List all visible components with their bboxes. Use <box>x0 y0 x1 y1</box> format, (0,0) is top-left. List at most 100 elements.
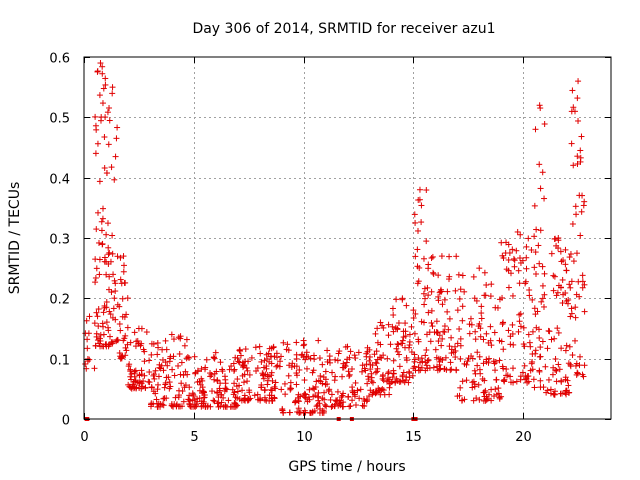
data-point <box>105 324 112 331</box>
data-point <box>190 393 197 400</box>
data-point <box>246 387 253 394</box>
data-point <box>248 354 255 361</box>
data-point <box>519 257 526 264</box>
data-point <box>291 363 298 370</box>
data-point <box>92 274 99 281</box>
data-point <box>371 351 378 358</box>
data-point <box>332 373 339 380</box>
data-point <box>175 334 182 341</box>
data-point <box>183 355 190 362</box>
data-point <box>442 354 449 361</box>
data-point <box>499 319 506 326</box>
data-point <box>517 310 524 317</box>
data-point <box>555 361 562 368</box>
data-point <box>328 391 335 398</box>
data-point <box>94 68 101 75</box>
data-point <box>532 350 539 357</box>
data-point <box>264 381 271 388</box>
data-point <box>503 266 510 273</box>
data-point <box>170 336 177 343</box>
data-point <box>334 388 341 395</box>
data-point <box>92 342 99 349</box>
data-point <box>430 269 437 276</box>
data-point <box>101 254 108 261</box>
data-point <box>551 335 558 342</box>
data-point <box>295 405 302 412</box>
data-point <box>513 247 520 254</box>
data-point <box>526 292 533 299</box>
data-point <box>226 366 233 373</box>
data-point <box>381 391 388 398</box>
data-point <box>236 347 243 354</box>
data-point <box>553 292 560 299</box>
data-point <box>481 393 488 400</box>
data-point <box>384 375 391 382</box>
y-axis-label: SRMTID / TECUs <box>7 182 23 295</box>
data-point <box>569 352 576 359</box>
data-point <box>581 281 588 288</box>
data-point <box>159 346 166 353</box>
data-point <box>529 358 536 365</box>
data-point <box>155 373 162 380</box>
data-point <box>181 342 188 349</box>
data-point <box>425 261 432 268</box>
data-point <box>536 367 543 374</box>
data-point <box>541 270 548 277</box>
data-point <box>301 407 308 414</box>
data-point <box>109 232 116 239</box>
data-point <box>92 256 99 263</box>
data-point <box>364 380 371 387</box>
data-point <box>558 345 565 352</box>
data-point <box>82 330 89 337</box>
y-tick-label: 0 <box>62 414 70 429</box>
data-point <box>363 361 370 368</box>
data-point <box>446 253 453 260</box>
data-point <box>459 317 466 324</box>
data-point <box>508 379 515 386</box>
data-point <box>511 263 518 270</box>
data-point <box>110 305 117 312</box>
data-point <box>231 380 238 387</box>
data-point <box>349 397 356 404</box>
data-point <box>564 377 571 384</box>
data-point <box>562 388 569 395</box>
data-point <box>498 393 505 400</box>
data-point <box>517 323 524 330</box>
data-point <box>352 402 359 409</box>
data-point <box>123 347 130 354</box>
data-point <box>437 286 444 293</box>
data-point <box>108 164 115 171</box>
data-point <box>274 362 281 369</box>
data-point <box>305 354 312 361</box>
data-point <box>457 355 464 362</box>
data-point <box>457 342 464 349</box>
data-point <box>126 361 133 368</box>
data-point <box>433 363 440 370</box>
data-point <box>476 396 483 403</box>
data-point <box>542 363 549 370</box>
data-point <box>544 345 551 352</box>
data-point <box>95 306 102 313</box>
data-point <box>393 345 400 352</box>
data-point <box>434 329 441 336</box>
data-point <box>155 400 162 407</box>
data-point <box>517 231 524 238</box>
data-point <box>83 317 90 324</box>
data-point <box>578 208 585 215</box>
data-point <box>424 357 431 364</box>
data-point <box>207 370 214 377</box>
data-point <box>492 367 499 374</box>
data-point <box>403 302 410 309</box>
data-point <box>395 320 402 327</box>
data-point <box>324 347 331 354</box>
data-point <box>432 346 439 353</box>
data-point <box>263 397 270 404</box>
data-point <box>103 298 110 305</box>
data-point <box>287 379 294 386</box>
data-point <box>488 342 495 349</box>
y-tick-label: 0.1 <box>49 354 70 369</box>
data-point <box>461 288 468 295</box>
data-point <box>109 340 116 347</box>
data-point <box>500 346 507 353</box>
y-tick-label: 0.5 <box>49 112 70 127</box>
